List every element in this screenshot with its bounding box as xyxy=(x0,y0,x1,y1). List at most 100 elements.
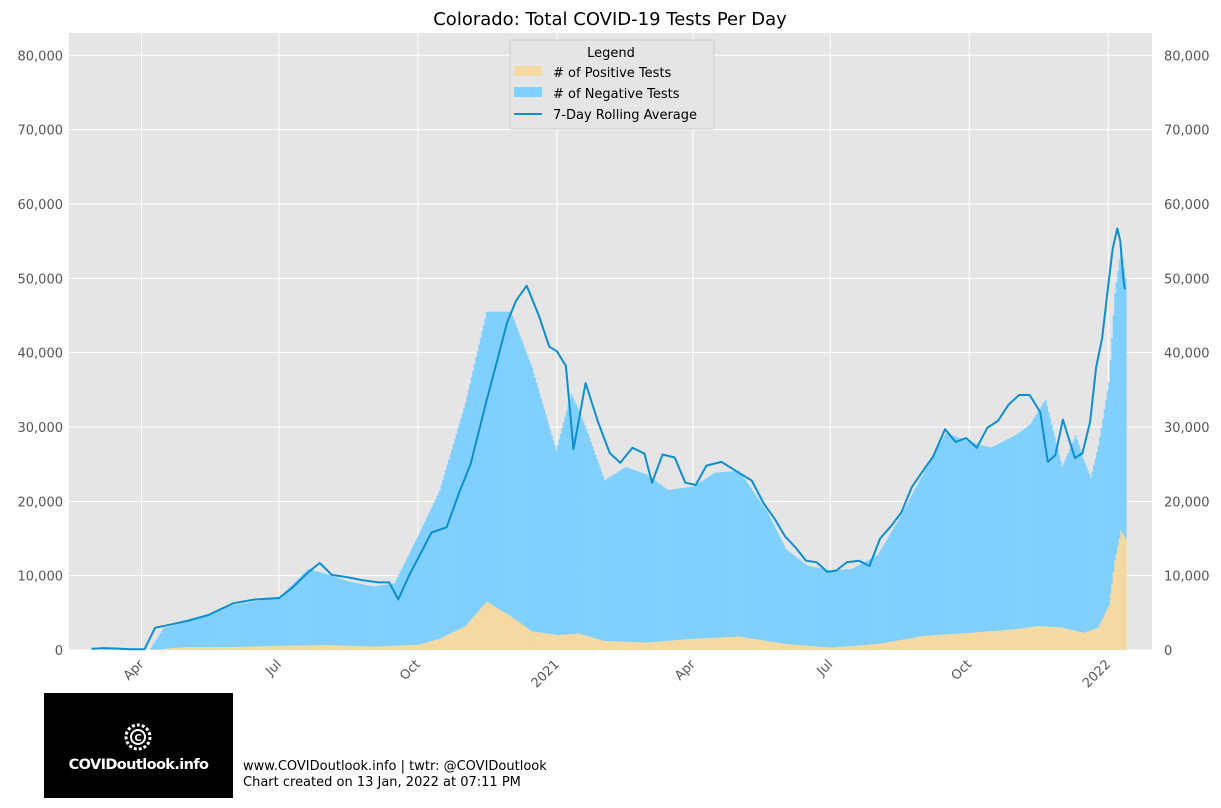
positive-tests-bar xyxy=(896,640,899,650)
positive-tests-bar xyxy=(245,646,248,650)
negative-tests-bar xyxy=(535,383,538,633)
positive-tests-bar xyxy=(277,645,280,650)
positive-tests-bar xyxy=(886,642,888,650)
negative-tests-bar xyxy=(627,468,630,642)
negative-tests-bar xyxy=(855,566,858,646)
positive-tests-bar xyxy=(562,634,565,650)
positive-tests-bar xyxy=(549,634,552,650)
positive-tests-bar xyxy=(1058,627,1061,650)
positive-tests-bar xyxy=(510,616,512,650)
negative-tests-bar xyxy=(1118,259,1121,539)
negative-tests-bar xyxy=(981,445,984,632)
positive-tests-bar xyxy=(936,635,938,650)
positive-tests-bar xyxy=(513,618,515,650)
negative-tests-bar xyxy=(916,485,919,638)
negative-tests-bar xyxy=(204,615,207,648)
positive-tests-bar xyxy=(611,641,614,650)
positive-tests-bar xyxy=(324,645,327,650)
positive-tests-bar xyxy=(825,647,828,650)
positive-tests-bar xyxy=(744,637,746,650)
negative-tests-bar xyxy=(907,502,910,639)
negative-tests-bar xyxy=(214,611,216,648)
positive-tests-bar xyxy=(588,636,591,650)
negative-tests-bar xyxy=(442,479,444,638)
positive-tests-bar xyxy=(522,625,524,650)
negative-tests-bar xyxy=(700,481,703,639)
positive-tests-bar xyxy=(949,634,952,650)
negative-tests-bar xyxy=(274,597,277,647)
positive-tests-bar xyxy=(516,620,518,650)
positive-tests-bar xyxy=(179,647,182,650)
negative-tests-bar xyxy=(559,433,562,635)
negative-tests-bar xyxy=(1061,467,1064,628)
positive-tests-bar xyxy=(1114,560,1117,650)
positive-tests-bar xyxy=(343,645,346,650)
negative-tests-bar xyxy=(703,479,706,639)
negative-tests-bar xyxy=(1079,449,1082,633)
negative-tests-bar xyxy=(156,637,159,650)
negative-tests-bar xyxy=(1081,454,1083,633)
positive-tests-bar xyxy=(874,644,876,650)
negative-tests-bar xyxy=(786,550,789,645)
positive-tests-bar xyxy=(411,645,414,650)
positive-tests-bar xyxy=(603,641,606,650)
negative-tests-bar xyxy=(223,608,225,648)
negative-tests-bar xyxy=(423,522,426,644)
positive-tests-bar xyxy=(707,638,710,650)
positive-tests-bar xyxy=(846,646,849,650)
negative-tests-bar xyxy=(362,584,364,647)
positive-tests-bar xyxy=(571,634,574,650)
negative-tests-bar xyxy=(215,611,218,648)
positive-tests-bar xyxy=(1093,629,1095,650)
negative-tests-bar xyxy=(502,311,505,612)
positive-tests-bar xyxy=(217,647,219,650)
negative-tests-bar xyxy=(754,495,757,640)
positive-tests-bar xyxy=(902,639,905,650)
positive-tests-bar xyxy=(288,645,290,650)
negative-tests-bar xyxy=(1068,449,1071,630)
positive-tests-bar xyxy=(784,644,787,650)
negative-tests-bar xyxy=(883,544,885,643)
negative-tests-bar xyxy=(239,603,242,647)
negative-tests-bar xyxy=(260,599,263,647)
negative-tests-bar xyxy=(733,471,736,637)
positive-tests-bar xyxy=(736,636,739,650)
negative-tests-bar xyxy=(932,454,935,636)
negative-tests-bar xyxy=(380,585,382,647)
positive-tests-bar xyxy=(389,645,392,650)
negative-tests-bar xyxy=(316,571,319,646)
positive-tests-bar xyxy=(1085,631,1088,650)
positive-tests-bar xyxy=(928,635,931,650)
x-tick-label: Jul xyxy=(262,657,284,679)
negative-tests-bar xyxy=(689,486,692,640)
negative-tests-bar xyxy=(872,557,875,645)
positive-tests-bar xyxy=(606,641,609,650)
positive-tests-bar xyxy=(709,638,712,650)
positive-tests-bar xyxy=(556,635,559,650)
negative-tests-bar xyxy=(948,434,950,635)
negative-tests-bar xyxy=(401,568,404,646)
positive-tests-bar xyxy=(263,646,266,650)
positive-tests-bar xyxy=(638,642,641,650)
positive-tests-bar xyxy=(889,641,891,650)
positive-tests-bar xyxy=(223,647,225,650)
negative-tests-bar xyxy=(1120,248,1123,532)
positive-tests-bar xyxy=(238,646,240,650)
negative-tests-bar xyxy=(221,609,224,648)
positive-tests-bar xyxy=(300,645,302,650)
positive-tests-bar xyxy=(328,645,331,650)
positive-tests-bar xyxy=(1013,629,1015,650)
positive-tests-bar xyxy=(374,646,376,650)
negative-tests-bar xyxy=(599,467,601,640)
positive-tests-bar xyxy=(745,637,748,650)
negative-tests-bar xyxy=(683,487,686,640)
positive-tests-bar xyxy=(724,637,727,650)
negative-tests-bar xyxy=(828,570,831,648)
negative-tests-bar xyxy=(322,573,325,646)
negative-tests-bar xyxy=(235,604,237,647)
negative-tests-bar xyxy=(1040,406,1043,627)
negative-tests-bar xyxy=(999,442,1002,631)
positive-tests-bar xyxy=(433,640,435,650)
positive-tests-bar xyxy=(1046,626,1049,650)
positive-tests-bar xyxy=(212,647,215,650)
